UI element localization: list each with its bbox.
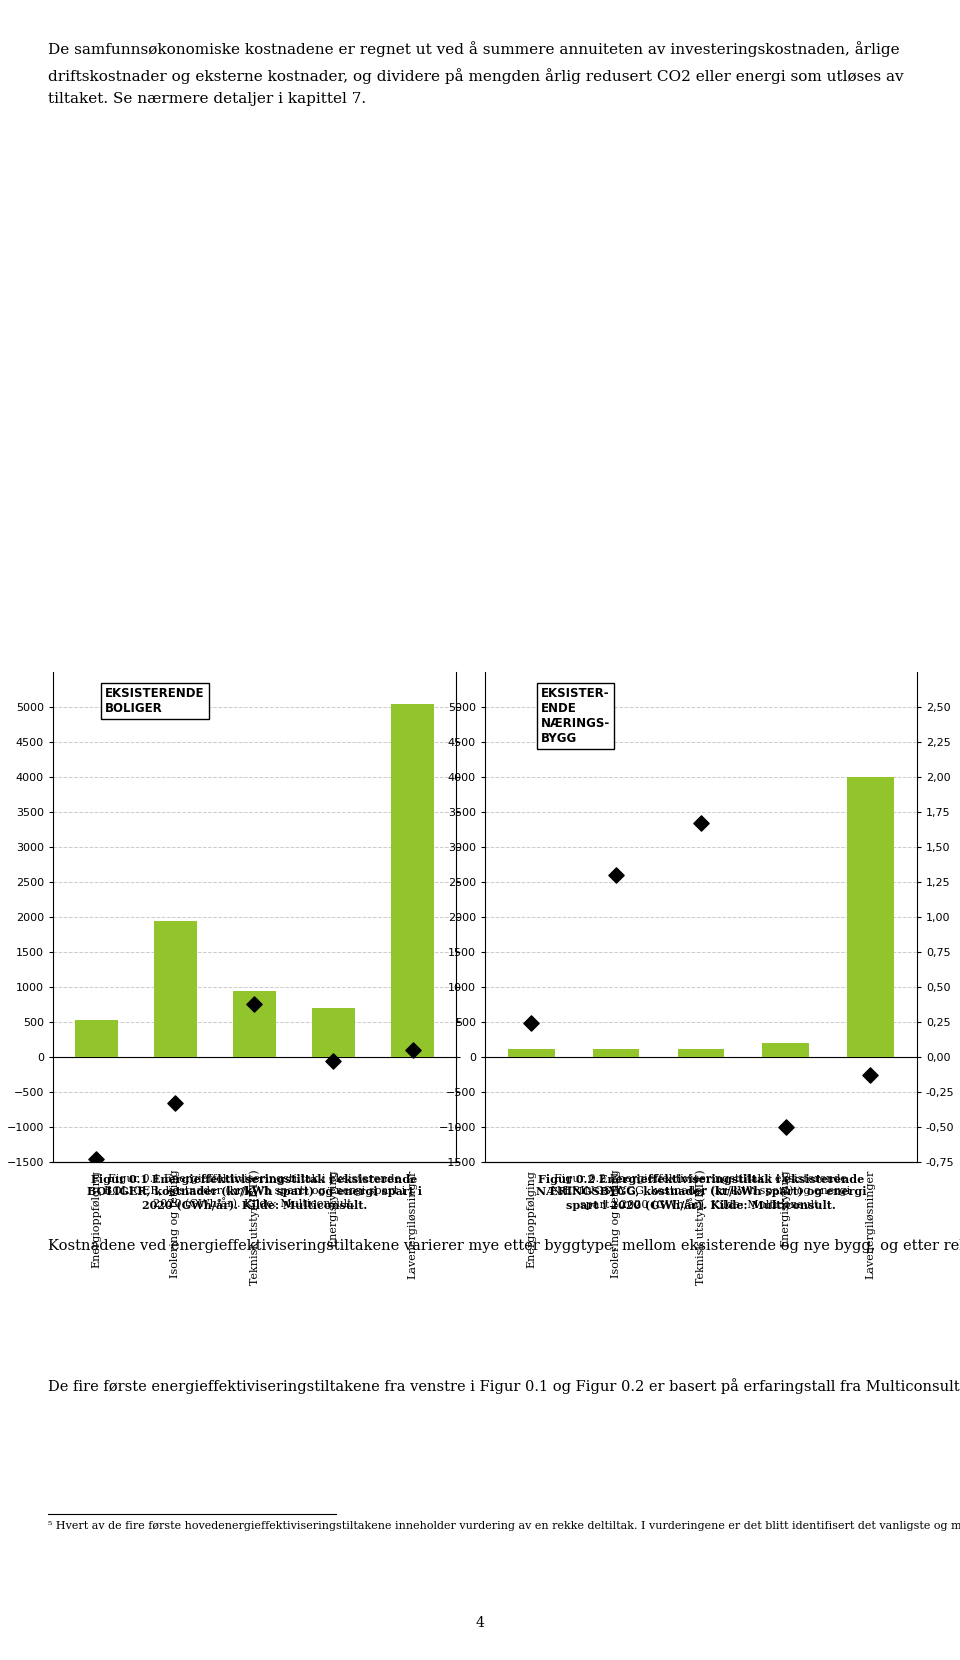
- Bar: [154, 921, 197, 1057]
- Point: [524, 1009, 540, 1036]
- Point: [862, 1061, 877, 1087]
- Point: [88, 1145, 104, 1172]
- Text: De samfunnsøkonomiske kostnadene er regnet ut ved å summere annuiteten av invest: De samfunnsøkonomiske kostnadene er regn…: [48, 42, 903, 106]
- Text: 4: 4: [475, 1617, 485, 1630]
- Bar: [75, 1019, 118, 1057]
- Bar: [508, 1049, 555, 1057]
- Point: [609, 862, 624, 888]
- Bar: [391, 704, 434, 1057]
- Point: [693, 810, 708, 837]
- Text: Figur 0.1 Energieffektiviseringstiltak i eksisterende
BOLIGER, kostnader (kr/kWh: Figur 0.1 Energieffektiviseringstiltak i…: [104, 1174, 405, 1210]
- Text: Figur 0.2 Energieffektiviseringstiltak i eksisterende
NÆRINGSBYGG, kostnader (kr: Figur 0.2 Energieffektiviseringstiltak i…: [551, 1174, 851, 1210]
- Point: [325, 1047, 341, 1074]
- Point: [405, 1038, 420, 1064]
- Bar: [312, 1008, 355, 1057]
- Bar: [678, 1049, 724, 1057]
- Point: [778, 1114, 793, 1140]
- Text: De fire første energieffektiviseringstiltakene fra venstre i Figur 0.1 og Figur : De fire første energieffektiviseringstil…: [48, 1378, 960, 1394]
- Bar: [232, 991, 276, 1057]
- Text: EKSISTER-
ENDE
NÆRINGS-
BYGG: EKSISTER- ENDE NÆRINGS- BYGG: [541, 687, 611, 745]
- Bar: [592, 1049, 639, 1057]
- Point: [168, 1089, 183, 1116]
- Text: ⁵ Hvert av de fire første hovedenergieffektiviseringstiltakene inneholder vurder: ⁵ Hvert av de fire første hovedenergieff…: [48, 1519, 960, 1531]
- Text: Kostnadene ved energieffektiviseringstiltakene varierer mye etter byggtype, mell: Kostnadene ved energieffektiviseringstil…: [48, 1237, 960, 1253]
- Bar: [847, 777, 894, 1057]
- Point: [247, 991, 262, 1018]
- Text: Figur 0.2 Energieffektiviseringstiltak i eksisterende
NÆRINGSBYGG, kostnader (kr: Figur 0.2 Energieffektiviseringstiltak i…: [536, 1174, 866, 1212]
- Text: EKSISTERENDE
BOLIGER: EKSISTERENDE BOLIGER: [106, 687, 204, 715]
- Bar: [762, 1042, 808, 1057]
- Text: Figur 0.1 Energieffektiviseringstiltak i eksisterende
BOLIGER, kostnader (kr/kWh: Figur 0.1 Energieffektiviseringstiltak i…: [87, 1174, 421, 1212]
